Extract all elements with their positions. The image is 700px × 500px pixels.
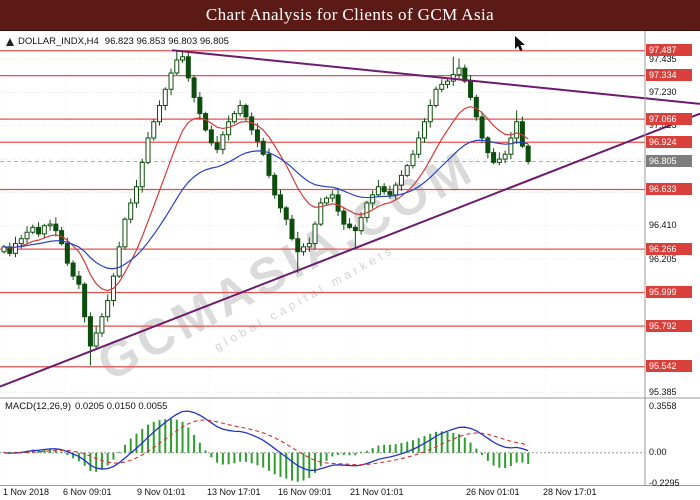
price-level-label: 96.633 [646,183,692,195]
price-level-label: 96.924 [646,135,692,148]
price-axis-tick: 97.230 [649,86,677,97]
macd-axis-label: 0.3558 [649,400,677,411]
cursor-arrow-icon [515,36,525,51]
panel-separators [0,31,700,486]
page-title: Chart Analysis for Clients of GCM Asia [205,5,495,24]
time-axis-label: 6 Nov 09:01 [63,487,112,497]
macd-header: MACD(12,26,9) 0.0205 0.0150 0.0055 [5,401,167,412]
symbol-header: DOLLAR_INDX,H4 96.823 96.853 96.803 96.8… [6,36,229,47]
title-bar: Chart Analysis for Clients of GCM Asia [0,0,700,31]
time-axis-label: 16 Nov 09:01 [278,487,332,497]
macd-label: MACD(12,26,9) [5,401,71,412]
price-axis-tick: 96.410 [649,220,677,231]
price-axis-tick: 97.025 [649,120,677,131]
price-level-label: 97.487 [646,44,692,57]
price-level-label: 95.542 [646,360,692,373]
macd-values: 0.0205 0.0150 0.0055 [75,401,168,412]
time-axis-label: 13 Nov 17:01 [207,487,261,497]
symbol-name: DOLLAR_INDX,H4 [18,36,99,47]
price-level-label: 97.066 [646,112,692,125]
time-axis-label: 1 Nov 2018 [3,487,50,497]
macd-indicator [0,410,645,482]
time-axis-label: 21 Nov 01:01 [350,487,404,497]
price-axis-tick: 96.205 [649,253,677,264]
price-axis-tick: 95.385 [649,386,677,397]
trendlines [0,49,700,388]
price-axis-tick: 97.435 [649,53,677,64]
time-axis[interactable]: 1 Nov 2018 6 Nov 09:01 9 Nov 01:01 13 Nov 1… [0,487,645,500]
macd-axis-label: -0.2295 [649,477,680,488]
moving-averages [3,106,529,292]
symbol-ohlc-values: 96.823 96.853 96.803 96.805 [104,36,229,47]
price-level-label: 95.792 [646,319,692,332]
time-axis-label: 26 Nov 01:01 [466,487,520,497]
grid-lines [0,34,645,483]
price-axis[interactable]: 97.435 97.230 97.025 96.410 96.205 95.385 97.4… [646,0,700,500]
price-level-label: 97.334 [646,69,692,82]
price-level-label: 96.266 [646,242,692,255]
time-axis-label: 28 Nov 17:01 [543,487,597,497]
time-axis-label: 9 Nov 01:01 [137,487,186,497]
macd-axis-label: 0.00 [649,447,667,458]
price-level-label: 95.999 [646,286,692,299]
candlesticks [1,50,531,366]
current-price-label: 96.805 [646,155,692,168]
support-resistance-lines [0,50,645,368]
chart-symbol-icon [6,37,14,46]
